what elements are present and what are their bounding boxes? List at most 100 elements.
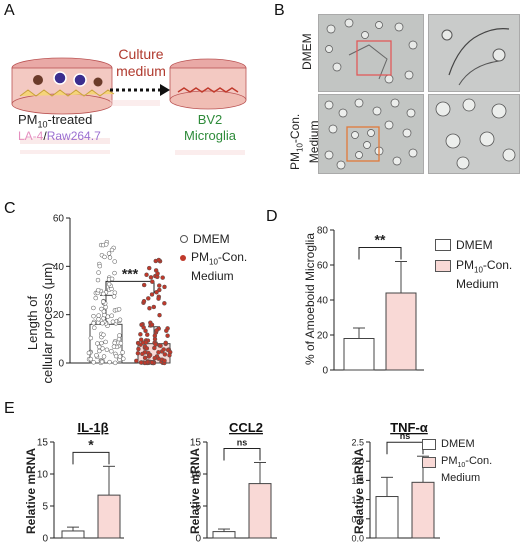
data-point — [117, 317, 123, 322]
chart-c-legend: DMEM PM10-Con. Medium — [180, 232, 247, 283]
data-point — [141, 298, 147, 304]
data-point — [152, 336, 158, 342]
data-point — [157, 312, 162, 318]
data-point — [101, 332, 106, 338]
data-point — [99, 340, 104, 346]
data-point — [156, 296, 161, 301]
legend-item-dmem: DMEM — [422, 438, 492, 451]
data-point — [116, 307, 122, 312]
data-point — [110, 319, 116, 324]
data-point — [164, 328, 169, 333]
data-point — [112, 259, 117, 264]
data-point — [144, 272, 149, 278]
significance-label: * — [88, 436, 94, 452]
data-point — [142, 355, 148, 361]
data-point — [91, 313, 96, 319]
data-point — [141, 282, 147, 288]
data-point — [91, 320, 96, 326]
data-point — [146, 296, 151, 301]
data-point — [156, 257, 162, 263]
data-point — [154, 289, 159, 295]
y-tick-label: 60 — [317, 261, 329, 272]
data-point — [140, 351, 145, 357]
data-point — [148, 275, 154, 280]
data-point — [96, 270, 101, 275]
data-point — [120, 350, 125, 355]
data-point — [136, 346, 141, 352]
data-point — [102, 312, 107, 318]
data-point — [138, 337, 144, 342]
chart-d-ylabel: % of Amoeboid Microglia — [303, 232, 317, 366]
legend-marker-filled-circle — [180, 255, 186, 261]
legend-item-dmem: DMEM — [435, 238, 512, 252]
data-point — [97, 263, 103, 269]
significance-bracket — [386, 441, 424, 455]
panel-label-b: B — [274, 2, 285, 19]
y-tick-label: 15 — [190, 438, 202, 449]
data-point — [149, 322, 155, 328]
recipient-dish — [169, 58, 247, 110]
data-point — [93, 295, 98, 301]
data-point — [150, 279, 155, 284]
panel-label-d: D — [266, 208, 278, 225]
micrograph-pm — [318, 94, 424, 174]
data-point — [144, 346, 150, 351]
significance-label: *** — [122, 265, 139, 281]
y-tick-label: 0 — [322, 366, 328, 377]
data-point — [135, 351, 141, 356]
y-tick-label: 80 — [317, 226, 329, 237]
data-point — [104, 347, 110, 353]
y-tick-label: 40 — [317, 296, 329, 307]
y-tick-label: 0 — [58, 359, 64, 370]
data-point — [91, 360, 96, 365]
data-point — [167, 352, 172, 358]
data-point — [88, 335, 94, 341]
data-point — [138, 360, 144, 365]
data-point — [161, 347, 166, 352]
legend-swatch-white — [435, 239, 451, 251]
culture-medium-label: Culture medium — [116, 46, 166, 79]
micrograph-dmem-zoom — [428, 14, 520, 92]
data-point — [103, 242, 109, 247]
data-point — [147, 352, 153, 358]
chart-c: 0 20 40 60 *** — [53, 214, 173, 370]
panel-label-a: A — [4, 2, 15, 19]
data-point — [107, 255, 113, 260]
y-tick-label: 10 — [37, 470, 49, 481]
panel-a-schematic — [11, 57, 247, 155]
bar-dmem — [212, 531, 236, 539]
data-point — [97, 348, 102, 354]
micrograph-dmem — [318, 14, 424, 92]
data-point — [86, 350, 92, 356]
data-point — [118, 340, 124, 346]
significance-label: ns — [400, 431, 411, 441]
data-point — [112, 360, 118, 366]
y-tick-label: 2.5 — [351, 438, 364, 448]
chart-e3-ylabel: Relative mRNA — [352, 447, 366, 535]
data-point — [162, 358, 167, 363]
chart-d-legend: DMEM PM10-Con. Medium — [435, 238, 512, 291]
data-point — [113, 353, 119, 359]
data-point — [147, 305, 152, 311]
data-point — [143, 328, 148, 334]
data-point — [107, 359, 112, 365]
data-point — [141, 325, 146, 330]
y-tick-label: 5 — [195, 502, 201, 513]
data-point — [146, 265, 152, 271]
bar-pm10 — [97, 494, 121, 539]
bar-pm10 — [385, 292, 417, 371]
y-tick-label: 40 — [53, 262, 65, 273]
data-point — [157, 283, 162, 288]
treated-label: PM10-treated — [18, 112, 93, 130]
data-point — [95, 287, 101, 293]
chart-e2-ylabel: Relative mRNA — [188, 447, 202, 535]
data-point — [153, 342, 158, 347]
data-point — [88, 356, 93, 362]
data-point — [95, 277, 101, 283]
data-point — [158, 343, 163, 348]
data-point — [109, 276, 115, 282]
chart-e-ccl2: 0 5 10 15 ns CCL2 — [190, 420, 277, 545]
data-point — [111, 344, 117, 349]
y-tick-label: 15 — [37, 438, 49, 449]
